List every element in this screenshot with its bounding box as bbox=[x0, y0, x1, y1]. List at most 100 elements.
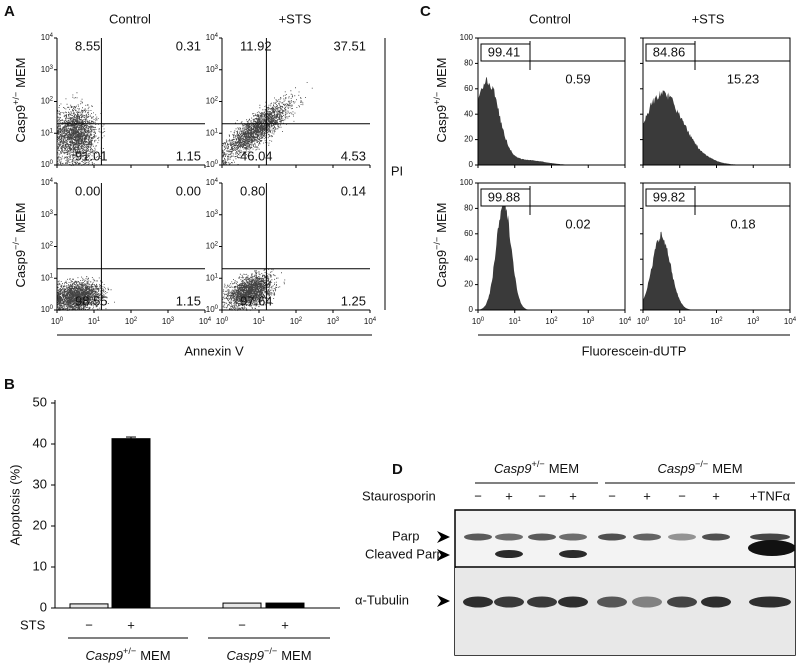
gene-name: Casp9 bbox=[226, 648, 264, 663]
band bbox=[528, 533, 556, 541]
tick-label: 103 bbox=[582, 317, 595, 327]
tick-base: 10 bbox=[41, 178, 50, 187]
tick-base: 10 bbox=[206, 242, 215, 251]
column-header: +STS bbox=[279, 11, 312, 26]
gate-value: 0.59 bbox=[565, 71, 590, 86]
quadrant-value: 1.15 bbox=[176, 148, 201, 163]
panel-letter: B bbox=[4, 376, 15, 393]
tick-base: 10 bbox=[41, 210, 50, 219]
tick-base: 10 bbox=[582, 317, 591, 326]
band bbox=[597, 596, 627, 608]
tick-base: 10 bbox=[41, 65, 50, 74]
lane-label: + bbox=[569, 488, 577, 503]
tick-label: 104 bbox=[206, 33, 219, 43]
band-label: Cleaved Parp bbox=[365, 546, 444, 561]
bar bbox=[222, 602, 262, 609]
lane-label: − bbox=[608, 488, 616, 503]
tick-label: 103 bbox=[206, 209, 219, 219]
tick-label: 102 bbox=[125, 317, 138, 327]
quadrant-value: 0.80 bbox=[240, 183, 265, 198]
histogram bbox=[478, 199, 625, 310]
tick-exponent: 3 bbox=[215, 209, 219, 215]
tick-base: 10 bbox=[41, 33, 50, 42]
tick-label: 102 bbox=[206, 241, 219, 251]
band-label: Parp bbox=[392, 528, 419, 543]
y-tick-label: 40 bbox=[33, 435, 47, 450]
quadrant-value: 0.31 bbox=[176, 38, 201, 53]
tick-base: 10 bbox=[51, 317, 60, 326]
y-tick-label: 80 bbox=[464, 204, 473, 213]
y-axis-label: Apoptosis (%) bbox=[7, 465, 22, 546]
quadrant-value: 1.15 bbox=[176, 293, 201, 308]
gene-name: Casp9 bbox=[13, 105, 28, 143]
tick-label: 101 bbox=[206, 128, 219, 138]
arrowhead bbox=[437, 531, 450, 543]
tick-label: 102 bbox=[41, 96, 54, 106]
tick-base: 10 bbox=[674, 317, 683, 326]
cell-type: MEM bbox=[13, 57, 28, 87]
tick-label: 101 bbox=[41, 273, 54, 283]
tick-exponent: 3 bbox=[215, 64, 219, 70]
band bbox=[559, 550, 587, 558]
tick-exponent: 4 bbox=[215, 178, 219, 184]
tick-exponent: 1 bbox=[518, 317, 522, 323]
tick-exponent: 1 bbox=[215, 128, 219, 134]
tick-base: 10 bbox=[41, 128, 50, 137]
gene-name: Casp9 bbox=[657, 461, 695, 476]
tick-label: 104 bbox=[41, 178, 54, 188]
tick-label: 103 bbox=[327, 317, 340, 327]
gene-name: Casp9 bbox=[434, 250, 449, 288]
column-header: +STS bbox=[692, 11, 725, 26]
tick-base: 10 bbox=[41, 160, 50, 169]
tick-label: 100 bbox=[206, 305, 219, 315]
genotype: −/− bbox=[695, 459, 708, 469]
gate-value: 0.02 bbox=[565, 216, 590, 231]
tick-base: 10 bbox=[88, 317, 97, 326]
band bbox=[464, 533, 492, 541]
tick-base: 10 bbox=[545, 317, 554, 326]
quadrant-value: 37.51 bbox=[333, 38, 366, 53]
y-tick-label: 20 bbox=[464, 280, 473, 289]
tick-exponent: 1 bbox=[50, 273, 54, 279]
scatter-cloud bbox=[57, 92, 106, 166]
tick-base: 10 bbox=[619, 317, 628, 326]
tick-label: 101 bbox=[41, 128, 54, 138]
tick-label: 100 bbox=[41, 305, 54, 315]
tick-exponent: 4 bbox=[628, 317, 632, 323]
band bbox=[559, 533, 587, 541]
tick-label: 102 bbox=[290, 317, 303, 327]
tick-exponent: 4 bbox=[50, 178, 54, 184]
gate-value: 15.23 bbox=[727, 71, 760, 86]
tick-base: 10 bbox=[41, 305, 50, 314]
tick-label: 104 bbox=[364, 317, 377, 327]
band bbox=[701, 596, 731, 608]
tick-exponent: 1 bbox=[97, 317, 101, 323]
treatment-label: Staurosporin bbox=[362, 488, 436, 503]
tick-exponent: 1 bbox=[262, 317, 266, 323]
band bbox=[598, 533, 626, 541]
genotype: +/− bbox=[532, 459, 545, 469]
tick-base: 10 bbox=[206, 128, 215, 137]
column-header: Control bbox=[109, 11, 151, 26]
tick-label: 104 bbox=[619, 317, 632, 327]
tick-base: 10 bbox=[327, 317, 336, 326]
gene-label: Casp9+/− MEM bbox=[85, 646, 170, 663]
gene-name: Casp9 bbox=[434, 105, 449, 143]
tick-exponent: 0 bbox=[215, 305, 219, 311]
x-tick-label: + bbox=[127, 617, 135, 632]
band bbox=[748, 540, 795, 556]
genotype: −/− bbox=[432, 237, 442, 250]
band bbox=[463, 596, 493, 608]
lane-label: + bbox=[712, 488, 720, 503]
tick-base: 10 bbox=[206, 160, 215, 169]
tick-label: 102 bbox=[545, 317, 558, 327]
band bbox=[494, 596, 524, 608]
y-tick-label: 50 bbox=[33, 394, 47, 409]
gene-label: Casp9+/− MEM bbox=[494, 459, 579, 476]
tick-label: 103 bbox=[162, 317, 175, 327]
tick-exponent: 2 bbox=[554, 317, 558, 323]
tick-label: 101 bbox=[253, 317, 266, 327]
tick-exponent: 3 bbox=[336, 317, 340, 323]
gene-label: Casp9+/− MEM bbox=[11, 57, 28, 142]
tick-label: 103 bbox=[41, 64, 54, 74]
